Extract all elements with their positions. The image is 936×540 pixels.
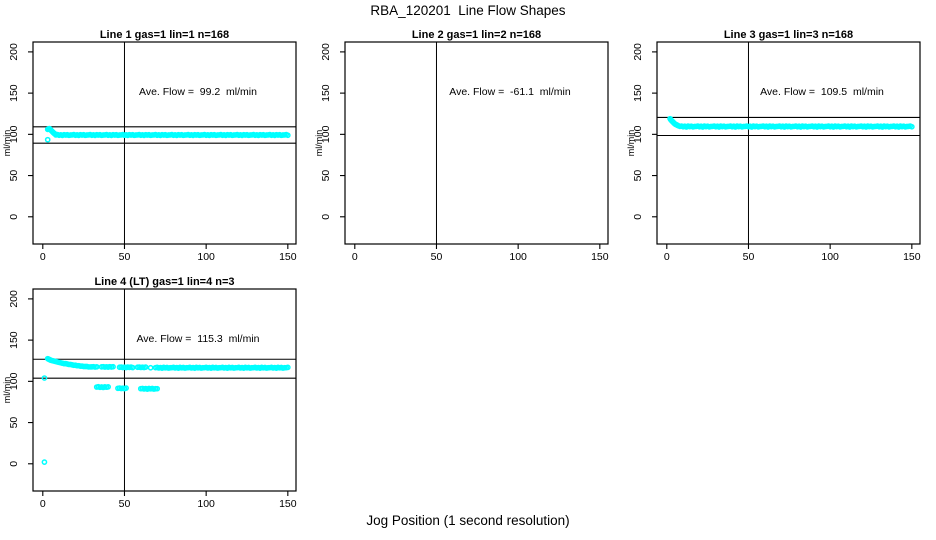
y-tick-label: 200 [8, 43, 20, 61]
data-point [284, 364, 291, 371]
y-tick-label: 200 [632, 43, 644, 61]
data-point [123, 385, 129, 391]
x-tick-label: 50 [743, 251, 755, 263]
x-tick-label: 150 [591, 251, 609, 263]
data-point [110, 363, 116, 370]
y-tick-label: 100 [8, 372, 20, 390]
y-tick-label: 50 [8, 417, 20, 429]
y-tick-label: 50 [8, 170, 20, 182]
y-tick-label: 200 [320, 43, 332, 61]
data-point [41, 375, 48, 381]
y-tick-label: 0 [8, 461, 20, 467]
subplot-title-line-3: Line 3 gas=1 lin=3 n=168 [723, 29, 854, 41]
subplot-line-3: Line 3 gas=1 lin=3 n=168 ml/min Ave. Flo… [624, 28, 936, 273]
data-point [41, 459, 48, 465]
y-tick-label: 50 [632, 170, 644, 182]
subplot-line-2: Line 2 gas=1 lin=2 n=168 ml/min Ave. Flo… [312, 28, 624, 273]
plot-frame [656, 41, 921, 245]
plot-frame [344, 41, 609, 245]
x-tick-label: 50 [119, 251, 131, 263]
x-tick-label: 50 [431, 251, 443, 263]
ave-flow-annotation-line-2: Ave. Flow = -61.1 ml/min [449, 86, 571, 98]
y-tick-label: 50 [320, 170, 332, 182]
y-tick-label: 150 [8, 84, 20, 102]
data-point [908, 123, 915, 130]
x-tick-label: 100 [509, 251, 527, 263]
subplot-title-line-1: Line 1 gas=1 lin=1 n=168 [99, 29, 230, 41]
x-tick-label: 0 [664, 251, 670, 263]
plot-canvas-line-3: 0 50 100 150 0 50 100 150 200 [632, 41, 921, 263]
data-point [284, 132, 291, 139]
shared-x-axis-label: Jog Position (1 second resolution) [366, 513, 570, 528]
x-tick-label: 100 [197, 498, 215, 510]
x-tick-label: 150 [279, 498, 297, 510]
data-point [154, 385, 160, 392]
x-tick-label: 0 [352, 251, 358, 263]
page-title: RBA_120201 Line Flow Shapes [370, 3, 566, 18]
y-tick-label: 150 [8, 331, 20, 349]
ave-flow-annotation-line-3: Ave. Flow = 109.5 ml/min [760, 86, 884, 98]
ave-flow-annotation-line-4: Ave. Flow = 115.3 ml/min [136, 333, 260, 345]
data-point [44, 136, 51, 143]
subplot-title-line-4: Line 4 (LT) gas=1 lin=4 n=3 [94, 276, 235, 288]
x-tick-label: 150 [279, 251, 297, 263]
x-tick-label: 0 [40, 251, 46, 263]
data-point [105, 384, 111, 390]
x-tick-label: 100 [821, 251, 839, 263]
y-tick-label: 100 [320, 125, 332, 143]
x-tick-label: 150 [903, 251, 921, 263]
y-tick-label: 200 [8, 290, 20, 308]
x-tick-label: 0 [40, 498, 46, 510]
plot-canvas-line-1: 0 50 100 150 0 50 100 150 200 [8, 41, 297, 263]
y-tick-label: 0 [320, 214, 332, 220]
plot-frame [32, 288, 297, 492]
subplot-title-line-2: Line 2 gas=1 lin=2 n=168 [411, 29, 542, 41]
data-point [142, 364, 149, 370]
x-tick-label: 100 [197, 251, 215, 263]
y-tick-label: 150 [632, 84, 644, 102]
subplot-line-4: Line 4 (LT) gas=1 lin=4 n=3 ml/min Ave. … [0, 275, 312, 520]
y-tick-label: 150 [320, 84, 332, 102]
y-tick-label: 0 [8, 214, 20, 220]
y-tick-label: 0 [632, 214, 644, 220]
y-tick-label: 100 [8, 125, 20, 143]
plot-frame [32, 41, 297, 245]
y-tick-label: 100 [632, 125, 644, 143]
plot-canvas-line-4: 0 50 100 150 0 50 100 150 200 [8, 288, 297, 510]
x-tick-label: 50 [119, 498, 131, 510]
data-point [147, 364, 154, 371]
subplot-line-1: Line 1 gas=1 lin=1 n=168 ml/min Ave. Flo… [0, 28, 312, 273]
plot-canvas-line-2: 0 50 100 150 0 50 100 150 200 [320, 41, 609, 263]
ave-flow-annotation-line-1: Ave. Flow = 99.2 ml/min [139, 86, 257, 98]
